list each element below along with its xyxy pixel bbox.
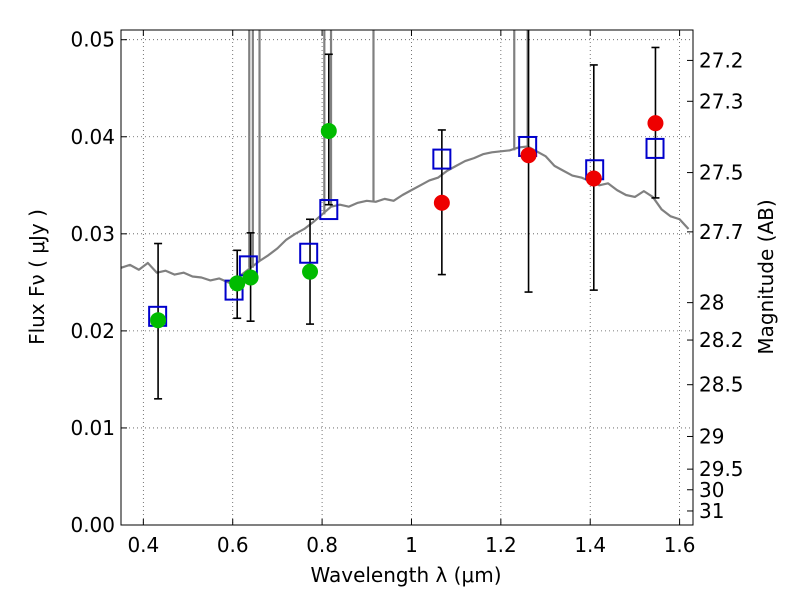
red-data-point [520,147,537,164]
model-square-point [299,242,319,264]
y2-axis-label: Magnitude (AB) [754,199,778,354]
x-axis-label: Wavelength λ (μm) [310,563,501,587]
mag-tick-label: 28.5 [699,373,744,397]
y-tick-label: 0.04 [70,125,115,149]
mag-tick-label: 28.2 [699,328,744,352]
model-square-point [645,137,665,159]
mag-tick-label: 27.2 [699,48,744,72]
mag-tick-label: 27.3 [699,89,744,113]
mag-tick-label: 29.5 [699,457,744,481]
green-data-point [242,269,259,286]
model-square-point [319,199,339,221]
axis-ticks: 0.4 0.6 0.8 1 1.2 1.4 1.6 0.00 0.01 0.02 0.03 0.04 0… [70,28,743,557]
error-bars [154,30,660,400]
mag-tick-label: 28 [699,291,724,315]
red-data-point [433,194,450,211]
y-tick-label: 0.03 [70,222,115,246]
green-data-point [150,312,167,329]
mag-tick-label: 30 [699,478,724,502]
red-data-point [585,170,602,187]
mag-tick-label: 27.5 [699,161,744,185]
green-data-point [229,275,246,292]
markers [148,115,665,329]
y-tick-label: 0.02 [70,319,115,343]
mag-tick-label: 29 [699,424,724,448]
y-tick-label: 0.01 [70,416,115,440]
x-tick-label: 1.6 [664,533,696,557]
grid [121,30,693,526]
x-tick-label: 0.6 [217,533,249,557]
x-tick-label: 0.8 [306,533,338,557]
plot-frame [120,29,694,526]
spectrum [121,30,690,286]
x-tick-label: 1.2 [485,533,517,557]
green-data-point [320,122,337,139]
green-data-point [302,263,319,280]
y-axis-label: Flux Fν ( μJy ) [25,209,49,345]
x-tick-label: 1 [405,533,418,557]
x-tick-label: 1.4 [574,533,606,557]
y-tick-label: 0.00 [70,513,115,537]
model-square-point [432,148,452,170]
mag-tick-label: 27.7 [699,220,744,244]
y-tick-label: 0.05 [70,28,115,52]
mag-tick-label: 31 [699,499,724,523]
red-data-point [647,115,664,132]
x-tick-label: 0.4 [127,533,159,557]
